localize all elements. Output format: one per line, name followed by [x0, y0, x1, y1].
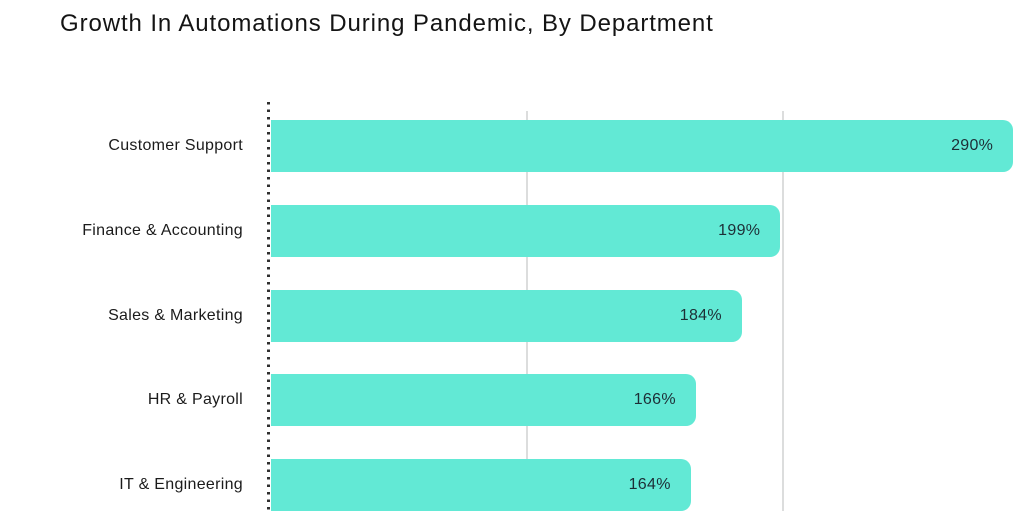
category-label: HR & Payroll [147, 391, 243, 409]
category-label: Sales & Marketing [108, 306, 243, 324]
bar-row: IT & Engineering 164% [0, 459, 1026, 511]
bar-row: Sales & Marketing 184% [0, 289, 1026, 342]
chart-title: Growth In Automations During Pandemic, B… [60, 10, 714, 37]
bar: 199% [271, 204, 781, 257]
bar: 166% [271, 374, 696, 427]
category-label: Finance & Accounting [82, 221, 243, 239]
bar: 290% [271, 120, 1014, 172]
category-label: Customer Support [108, 137, 243, 154]
bar: 184% [271, 289, 742, 342]
x-gridline-200 [781, 111, 784, 511]
bar-row: Finance & Accounting 199% [0, 204, 1026, 257]
bar-row: Customer Support 290% [0, 120, 1026, 172]
bar-value-label: 199% [718, 221, 761, 239]
bar-value-label: 184% [679, 306, 722, 324]
bar-value-label: 290% [951, 137, 994, 154]
bar: 164% [271, 459, 691, 511]
bar-row: HR & Payroll 166% [0, 374, 1026, 427]
category-label: IT & Engineering [119, 476, 243, 494]
bar-value-label: 166% [633, 391, 676, 409]
zero-baseline-dotted-axis [267, 102, 270, 511]
bar-value-label: 164% [628, 476, 671, 494]
